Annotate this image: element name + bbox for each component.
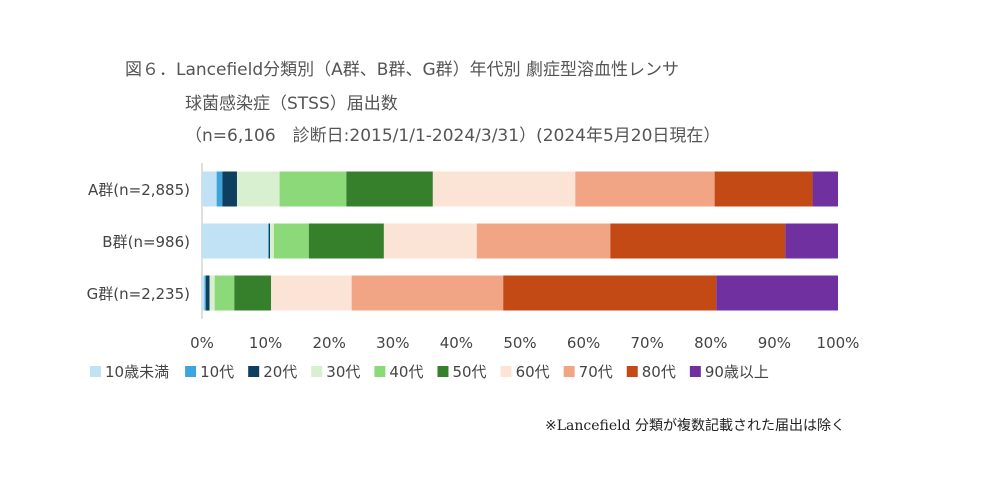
y-tick-label: B群(n=986) bbox=[102, 233, 190, 251]
bar-segment-2-9 bbox=[610, 223, 786, 259]
footnote: ※Lancefield 分類が複数記載された届出は除く bbox=[545, 418, 846, 434]
y-tick-label: A群(n=2,885) bbox=[88, 181, 190, 199]
bar-segment-1-10 bbox=[812, 171, 838, 207]
chart-title-line2: 球菌感染症（STSS）届出数 bbox=[185, 94, 398, 114]
x-tick-label: 90% bbox=[758, 334, 791, 352]
x-tick-label: 50% bbox=[503, 334, 536, 352]
bar-segment-2-4 bbox=[270, 223, 274, 259]
x-tick-label: 20% bbox=[313, 334, 346, 352]
x-tick-label: 10% bbox=[249, 334, 282, 352]
legend-swatch-4 bbox=[311, 366, 323, 377]
bar-segment-1-7 bbox=[432, 171, 576, 207]
bar-segment-3-1 bbox=[202, 275, 205, 311]
bar-segment-3-2 bbox=[204, 275, 206, 311]
legend-swatch-9 bbox=[626, 366, 638, 377]
bar-segment-1-6 bbox=[346, 171, 433, 207]
x-tick-label: 100% bbox=[817, 334, 860, 352]
bar-segment-3-7 bbox=[271, 275, 352, 311]
legend-label-2: 10代 bbox=[200, 363, 234, 381]
bar-segment-3-5 bbox=[214, 275, 235, 311]
legend-swatch-2 bbox=[185, 366, 197, 377]
legend-label-10: 90歳以上 bbox=[705, 363, 769, 381]
bar-segment-2-3 bbox=[268, 223, 271, 259]
bar-segment-3-9 bbox=[503, 275, 717, 311]
chart-title-line1: 図６．Lancefield分類別（A群、B群、G群）年代別 劇症型溶血性レンサ bbox=[125, 60, 680, 80]
legend-label-3: 20代 bbox=[263, 363, 297, 381]
x-tick-label: 80% bbox=[694, 334, 727, 352]
x-tick-label: 70% bbox=[631, 334, 664, 352]
legend-label-1: 10歳未満 bbox=[105, 363, 169, 381]
legend-swatch-10 bbox=[689, 366, 701, 377]
bar-segment-1-1 bbox=[202, 171, 217, 207]
legend-label-4: 30代 bbox=[326, 363, 360, 381]
bar-segment-2-7 bbox=[383, 223, 477, 259]
legend-swatch-6 bbox=[437, 366, 449, 377]
bar-segment-3-3 bbox=[205, 275, 210, 311]
legend-swatch-1 bbox=[90, 366, 101, 377]
bar-segment-2-8 bbox=[476, 223, 611, 259]
x-tick-label: 0% bbox=[190, 334, 214, 352]
bar-segment-2-5 bbox=[273, 223, 309, 259]
legend-label-9: 80代 bbox=[642, 363, 676, 381]
bar-segment-2-6 bbox=[308, 223, 384, 259]
bar-segment-1-3 bbox=[222, 171, 237, 207]
x-tick-label: 30% bbox=[376, 334, 409, 352]
bar-segment-3-4 bbox=[209, 275, 215, 311]
bar-segment-3-8 bbox=[351, 275, 504, 311]
legend-swatch-3 bbox=[248, 366, 260, 377]
bar-segment-2-2 bbox=[268, 223, 269, 259]
bar-segment-2-10 bbox=[785, 223, 838, 259]
bar-segment-2-1 bbox=[202, 223, 269, 259]
bar-segment-1-4 bbox=[236, 171, 280, 207]
bar-segment-3-6 bbox=[234, 275, 272, 311]
bar-segment-1-9 bbox=[714, 171, 813, 207]
bar-segment-3-10 bbox=[716, 275, 838, 311]
y-tick-label: G群(n=2,235) bbox=[87, 285, 190, 303]
legend-swatch-7 bbox=[500, 366, 512, 377]
legend-label-6: 50代 bbox=[452, 363, 486, 381]
bar-segment-1-5 bbox=[279, 171, 347, 207]
chart-title-line3: （n=6,106 診断日:2015/1/1-2024/3/31）(2024年5月… bbox=[185, 126, 721, 146]
bar-segment-1-8 bbox=[575, 171, 715, 207]
x-tick-label: 60% bbox=[567, 334, 600, 352]
x-tick-label: 40% bbox=[440, 334, 473, 352]
legend-swatch-8 bbox=[563, 366, 575, 377]
legend-label-7: 60代 bbox=[516, 363, 550, 381]
legend-label-5: 40代 bbox=[389, 363, 423, 381]
legend-label-8: 70代 bbox=[579, 363, 613, 381]
legend-swatch-5 bbox=[374, 366, 386, 377]
bar-segment-1-2 bbox=[216, 171, 223, 207]
